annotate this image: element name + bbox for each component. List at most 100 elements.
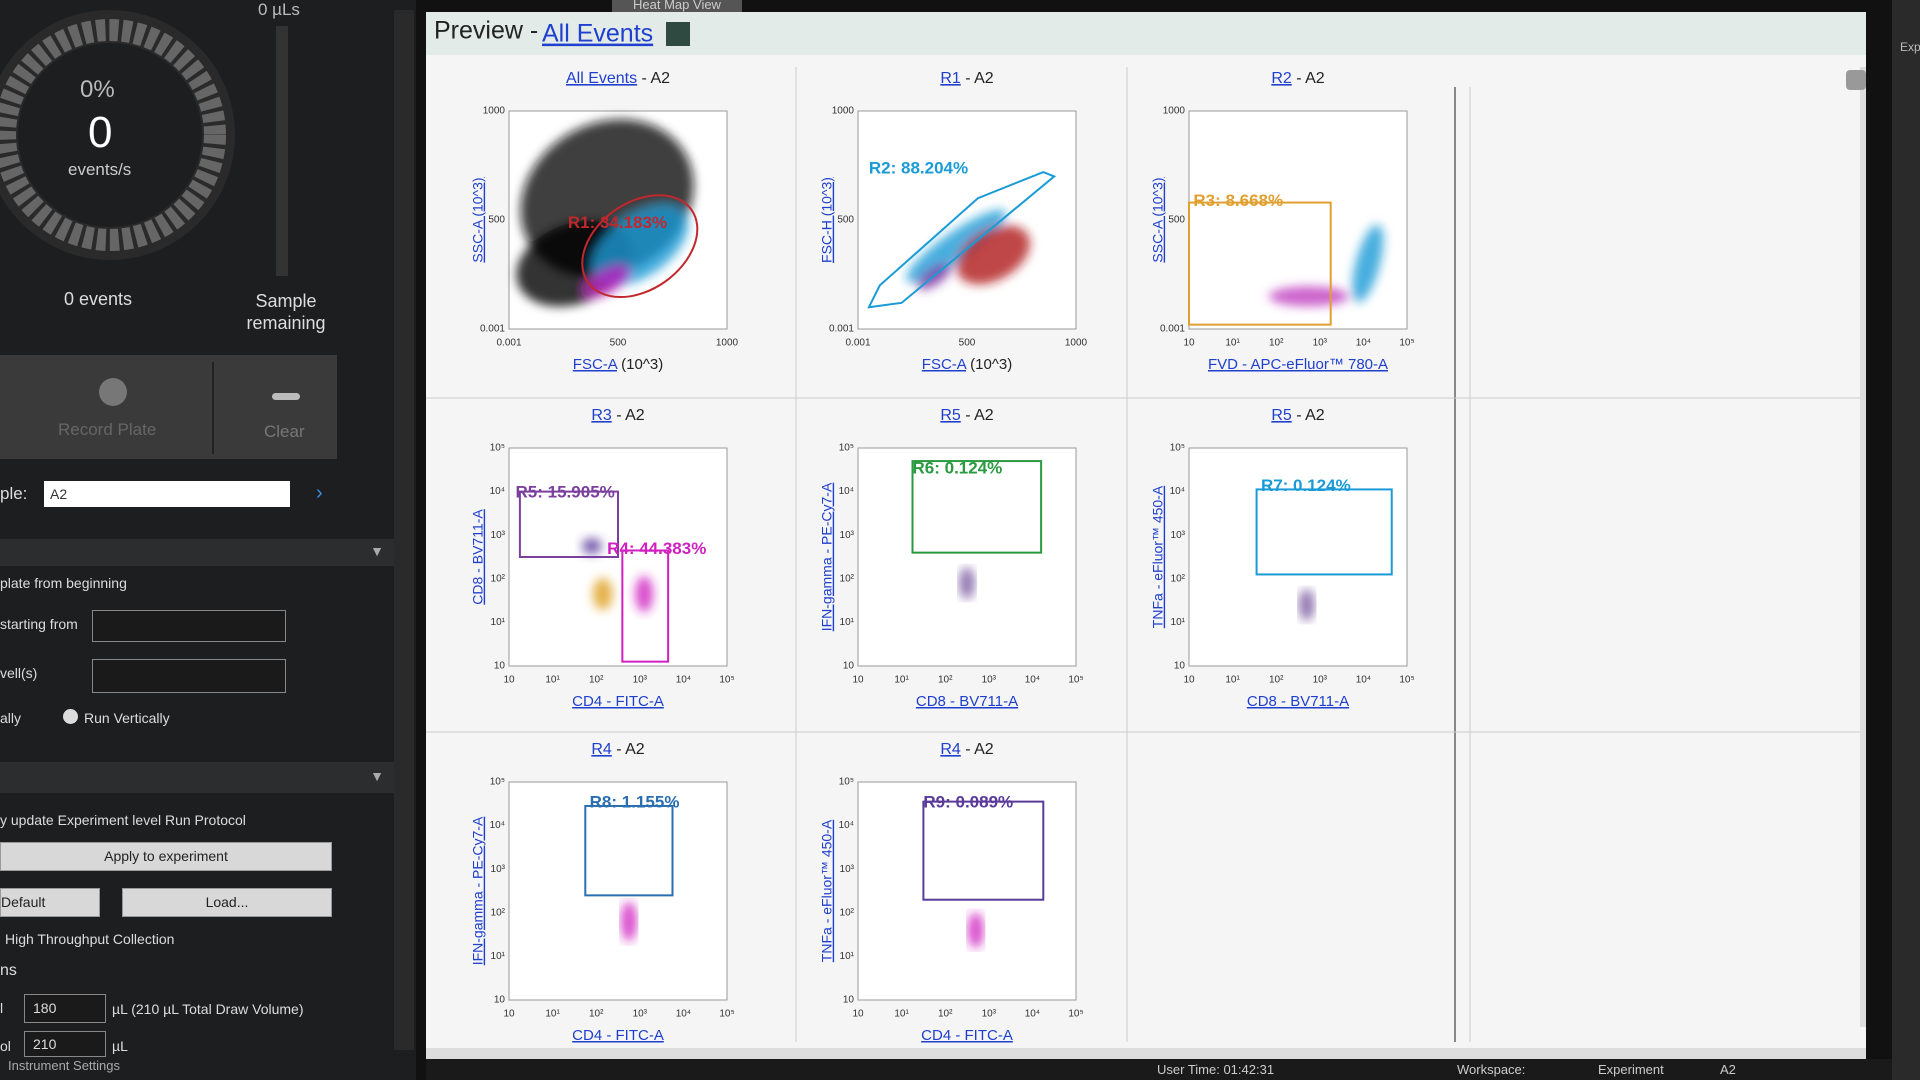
x-axis-label: FSC-A (10^3) <box>922 356 1012 373</box>
gate-label: R9: 0.089% <box>923 792 1013 811</box>
y-tick-label: 0.001 <box>829 324 854 335</box>
x-tick-label: 10⁴ <box>676 1009 691 1020</box>
draw-input[interactable]: 180 <box>24 994 106 1023</box>
preview-link[interactable]: All Events <box>542 20 653 48</box>
y-tick-label: 10³ <box>491 530 506 541</box>
y-axis-label[interactable]: CD8 - BV711-A <box>470 509 486 605</box>
clear-icon[interactable] <box>272 393 300 400</box>
button-panel <box>0 355 337 459</box>
gate[interactable] <box>1188 201 1332 326</box>
gate[interactable] <box>1255 488 1393 576</box>
x-tick-label: 10⁵ <box>719 1009 734 1020</box>
preview-title: Preview - <box>434 17 538 45</box>
x-axis-link[interactable]: CD4 - FITC-A <box>572 1027 664 1044</box>
x-tick-label: 10⁵ <box>1068 1009 1083 1020</box>
x-tick-label: 10⁵ <box>1399 675 1414 686</box>
gate[interactable] <box>563 174 717 318</box>
x-tick-label: 10¹ <box>545 1009 560 1020</box>
vol-unit: µL <box>112 1038 128 1054</box>
plot-title-link[interactable]: R5 <box>940 407 961 424</box>
rate: 0 <box>88 108 113 157</box>
sample-select[interactable]: A2 <box>44 481 290 507</box>
x-axis-link[interactable]: CD4 - FITC-A <box>572 693 664 710</box>
section-bar[interactable]: ▼ <box>0 539 394 566</box>
x-tick-label: 10⁵ <box>1068 675 1083 686</box>
event-dots <box>1298 588 1315 621</box>
h-scrollbar[interactable] <box>426 1048 1866 1059</box>
run-vertically[interactable]: Run Vertically <box>84 710 170 726</box>
gate[interactable] <box>518 490 619 558</box>
x-axis-link[interactable]: CD8 - BV711-A <box>1247 693 1349 710</box>
y-axis-label[interactable]: SSC-A (10^3) <box>1150 177 1166 262</box>
y-axis-label[interactable]: IFN-gamma - PE-Cy7-A <box>819 482 835 631</box>
x-tick-label: 10⁵ <box>719 675 734 686</box>
plot-title-link[interactable]: R1 <box>940 70 961 87</box>
y-tick-label: 10² <box>491 573 506 584</box>
y-tick-label: 10⁴ <box>839 820 854 831</box>
y-axis-label[interactable]: FSC-H (10^3) <box>819 177 835 263</box>
x-tick-label: 10⁴ <box>1025 1009 1040 1020</box>
x-tick-label: 10 <box>503 1009 515 1020</box>
add-button[interactable] <box>1846 70 1866 90</box>
x-tick-label: 10¹ <box>1225 338 1240 349</box>
plot-title-link[interactable]: R4 <box>940 741 961 758</box>
x-tick-label: 10³ <box>633 1009 648 1020</box>
y-tick-label: 10 <box>1174 661 1186 672</box>
y-axis-label[interactable]: TNFa - eFluor™ 450-A <box>1150 485 1166 628</box>
plot-title-suffix: - A2 <box>961 70 994 87</box>
gate-label: R3: 8.668% <box>1193 191 1283 210</box>
tab[interactable]: Heat Map View <box>612 0 742 12</box>
plot-title-link[interactable]: R4 <box>591 741 612 758</box>
start-input[interactable] <box>92 610 286 642</box>
gate-label: R7: 0.124% <box>1261 476 1351 495</box>
vol-input[interactable]: 210 <box>24 1031 106 1057</box>
plot-title-link[interactable]: R5 <box>1271 407 1292 424</box>
gate[interactable] <box>867 170 1057 309</box>
plot-title-link[interactable]: R2 <box>1271 70 1292 87</box>
plot-title-link[interactable]: R3 <box>591 407 612 424</box>
radio[interactable] <box>63 709 78 724</box>
section-bar[interactable]: ▼ <box>0 762 394 793</box>
plot-title: R3 - A2 <box>591 407 644 424</box>
x-tick-label: 10⁴ <box>1356 675 1371 686</box>
plot-title: R4 - A2 <box>591 741 644 758</box>
x-axis-link[interactable]: CD4 - FITC-A <box>921 1027 1013 1044</box>
load-button[interactable]: Load... <box>122 888 332 917</box>
gate[interactable] <box>621 549 670 663</box>
x-tick-label: 10² <box>589 1009 604 1020</box>
plot-title: R1 - A2 <box>940 70 993 87</box>
plot: R3 - A2 R5: 15.905% R4: 44.383% 10 10¹ 10² 10³… <box>470 407 735 710</box>
y-axis-label[interactable]: SSC-A (10^3) <box>470 177 486 262</box>
plot-frame <box>1188 447 1408 667</box>
y-tick-label: 1000 <box>1163 106 1186 117</box>
plot-title-link[interactable]: All Events <box>566 70 637 87</box>
scrollbar[interactable] <box>394 10 414 1050</box>
sample-remaining: Sample remaining <box>246 291 326 333</box>
record-icon[interactable] <box>99 378 127 406</box>
x-axis-link[interactable]: CD8 - BV711-A <box>916 693 1018 710</box>
color-swatch[interactable] <box>666 22 690 46</box>
record-plate[interactable]: Record Plate <box>58 420 157 439</box>
y-tick-label: 10² <box>840 907 855 918</box>
clear[interactable]: Clear <box>264 422 305 441</box>
gate-label: R4: 44.383% <box>607 539 706 558</box>
y-axis-label[interactable]: TNFa - eFluor™ 450-A <box>819 819 835 962</box>
instrument-settings[interactable]: Instrument Settings <box>8 1058 120 1073</box>
gate[interactable] <box>922 800 1045 901</box>
x-axis-unit: (10^3) <box>617 356 663 373</box>
events: 0 events <box>64 289 133 309</box>
y-axis-label[interactable]: IFN-gamma - PE-Cy7-A <box>470 816 486 965</box>
v-scrollbar[interactable] <box>1860 67 1866 1027</box>
x-axis-link[interactable]: FVD - APC-eFluor™ 780-A <box>1208 356 1388 373</box>
gate[interactable] <box>911 460 1043 554</box>
gate[interactable] <box>584 804 674 897</box>
apply-button[interactable]: Apply to experiment <box>0 842 332 871</box>
next-arrow[interactable]: › <box>316 482 323 504</box>
default-button[interactable]: Default <box>0 888 100 917</box>
wells-input[interactable] <box>92 659 286 693</box>
event-dots <box>581 538 602 555</box>
gate-label: R8: 1.155% <box>590 792 680 811</box>
x-axis-link[interactable]: FSC-A <box>573 356 618 373</box>
x-axis-link[interactable]: FSC-A <box>922 356 967 373</box>
plot-title: R5 - A2 <box>940 407 993 424</box>
